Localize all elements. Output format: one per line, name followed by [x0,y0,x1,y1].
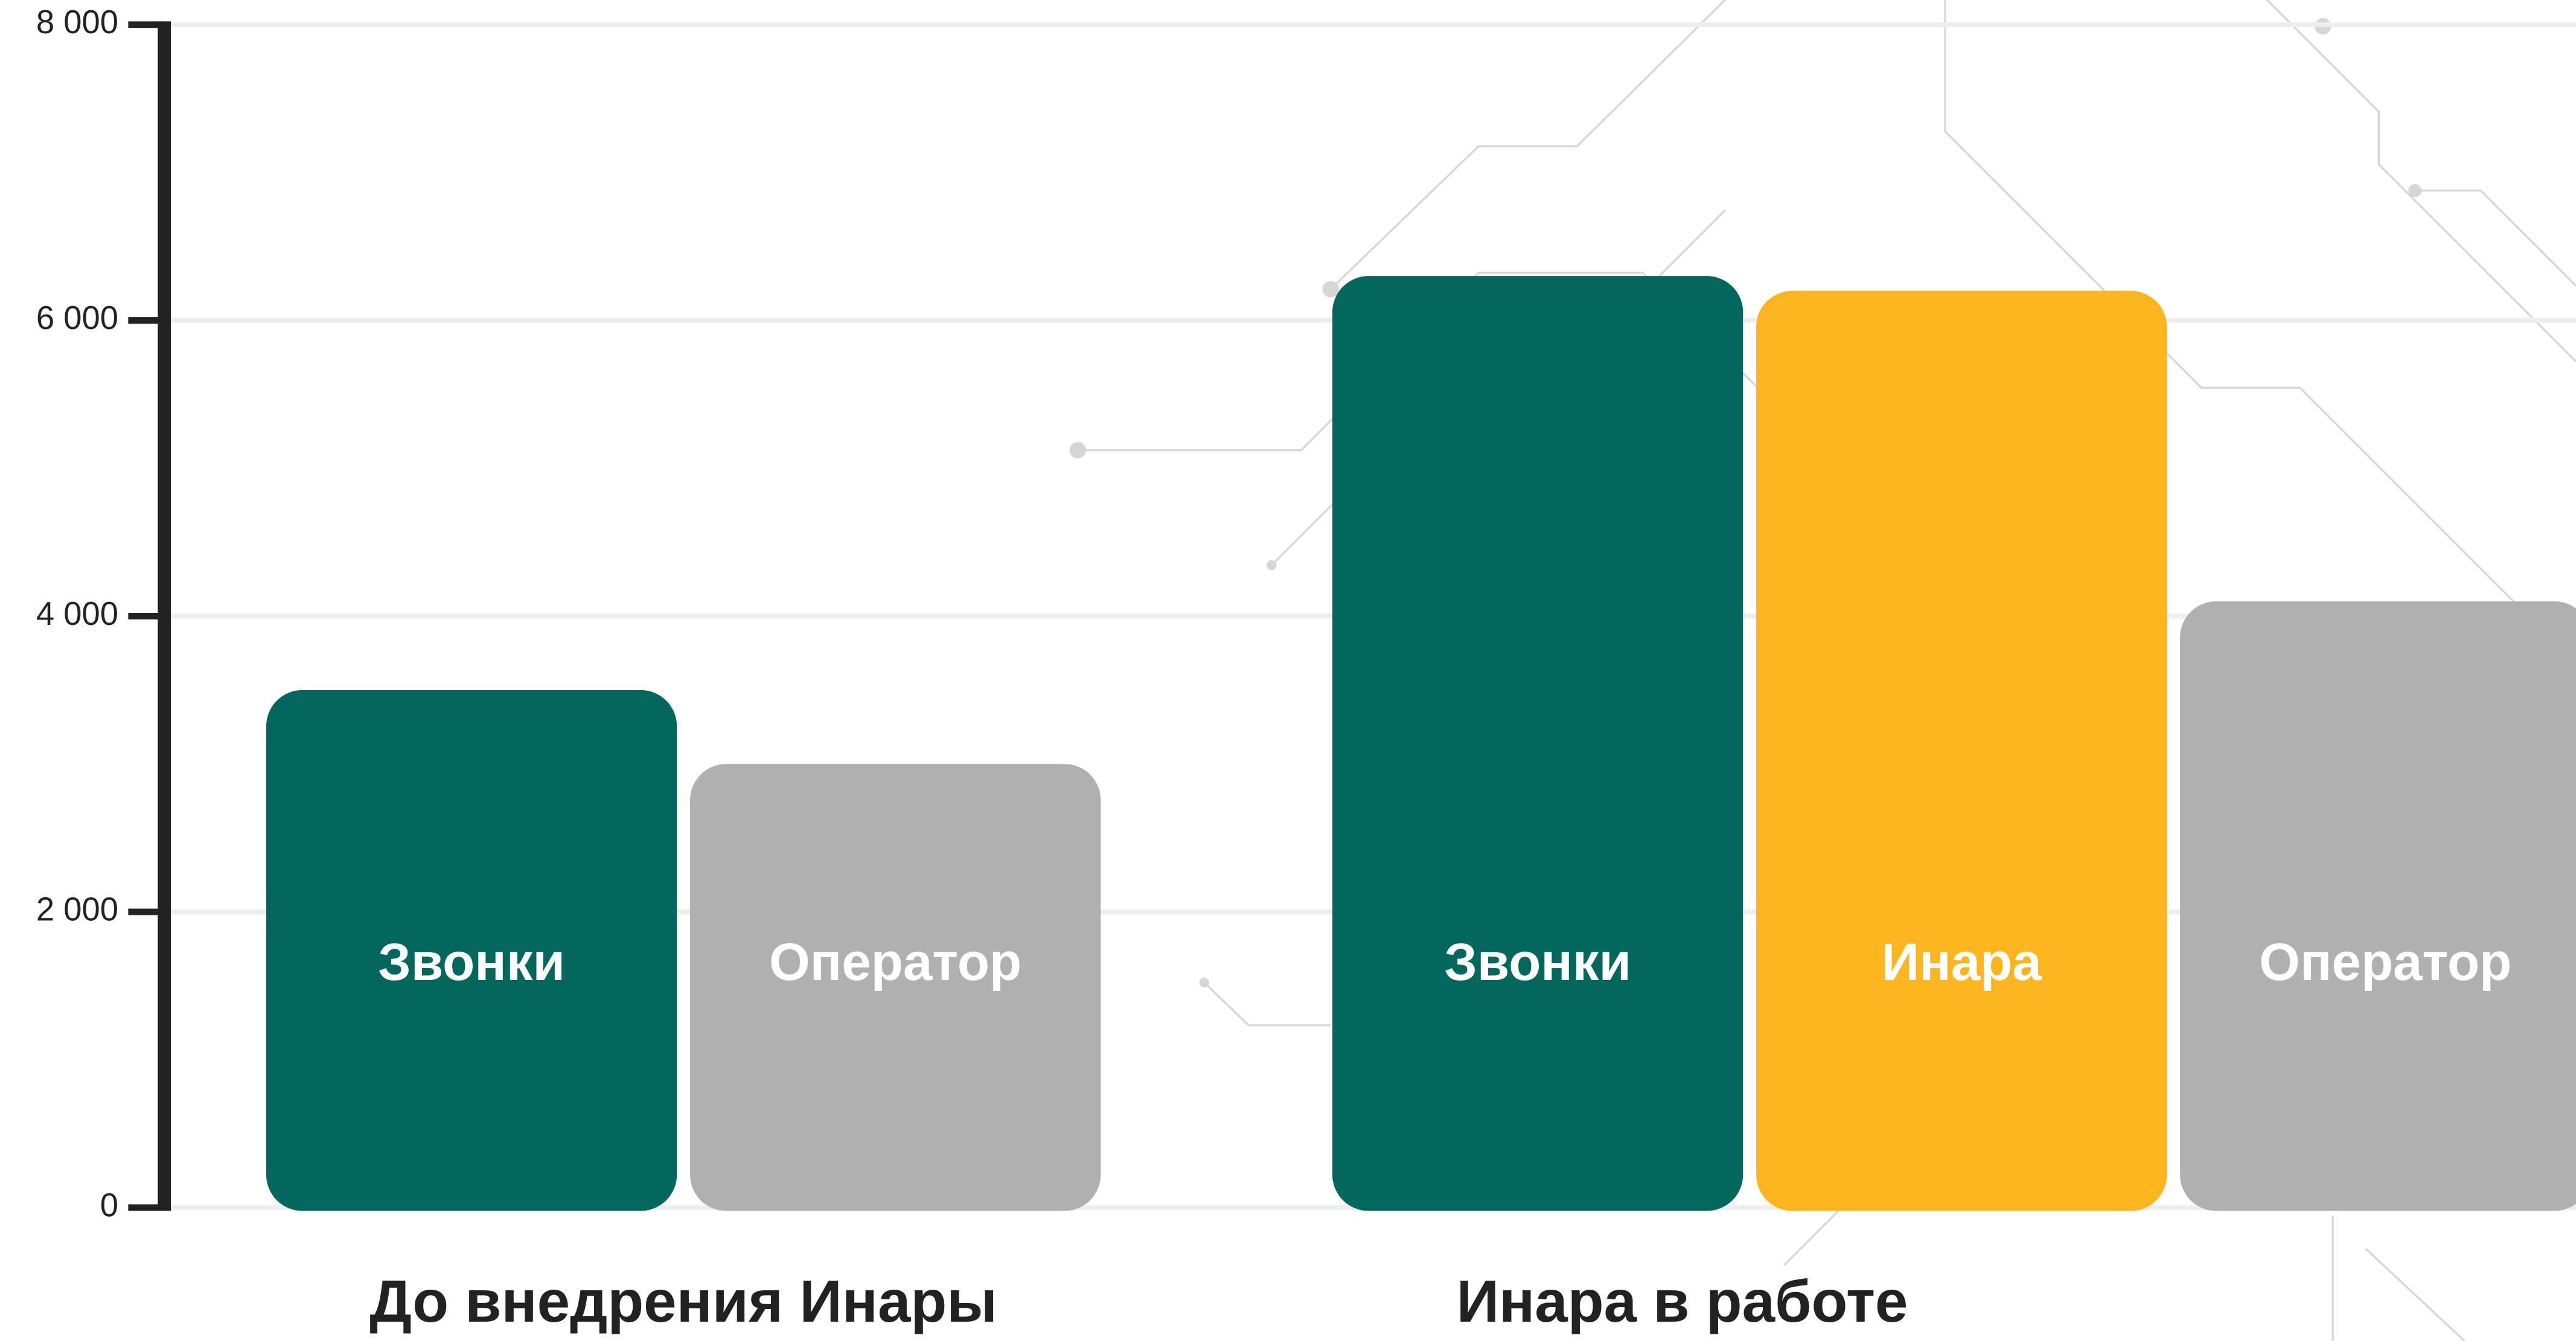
y-tick-label: 6 000 [36,299,118,336]
bar [2180,601,2576,1211]
decoration [2332,1215,2465,1341]
decoration-dot [1322,281,1339,298]
y-tick-label: 2 000 [36,891,118,928]
decoration-dot [1199,978,1209,988]
group-label: До внедрения Инары [369,1268,997,1334]
bar-label: Звонки [1444,933,1631,991]
bar-label: Звонки [378,933,565,991]
bar [690,764,1101,1211]
y-tick-label: 0 [100,1186,118,1223]
decoration [2266,0,2576,362]
bar [1332,276,1743,1211]
decoration [2415,190,2576,287]
decoration [1203,982,1331,1026]
decoration [1330,0,1726,290]
decoration-dot [2408,184,2422,197]
y-tick-label: 4 000 [36,595,118,632]
decoration [1944,0,2576,665]
bar [266,690,677,1211]
y-tick-label: 8 000 [36,4,118,40]
bar [1756,290,2167,1211]
group-label: Инара в работе [1457,1268,1908,1334]
decoration-dot [1267,560,1277,571]
decoration-dot [1069,441,1086,459]
bar-label: Оператор [2259,933,2511,991]
decoration [1783,1208,1841,1266]
bar-label: Инара [1882,933,2042,991]
bar-label: Оператор [769,933,1021,991]
